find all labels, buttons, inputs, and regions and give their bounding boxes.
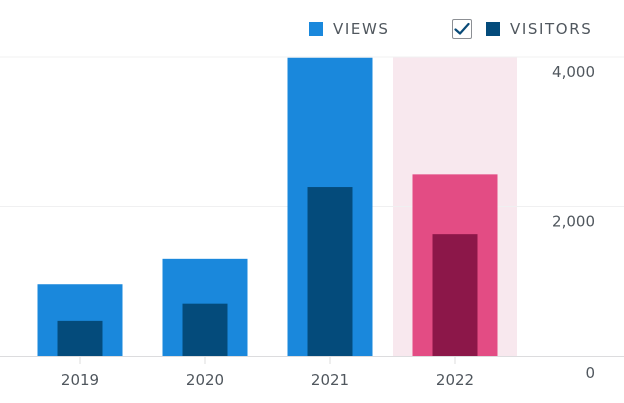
x-tick-label-2019: 2019 [61, 371, 99, 389]
views-swatch [309, 22, 323, 36]
visitors-toggle-checkbox[interactable] [452, 19, 472, 39]
visitors-swatch [486, 22, 500, 36]
legend-label-visitors: VISITORS [510, 20, 593, 38]
bar-visitors-2021 [307, 187, 353, 356]
y-tick-label-0: 0 [585, 364, 595, 382]
x-tick-label-2020: 2020 [186, 371, 224, 389]
bar-visitors-2022 [432, 234, 478, 356]
y-tick-label-4000: 4,000 [552, 63, 595, 81]
x-tick-label-2022: 2022 [436, 371, 474, 389]
bar-visitors-2019 [57, 320, 103, 356]
legend-item-views: VIEWS [309, 14, 390, 44]
bar-visitors-2020 [182, 303, 228, 356]
legend-item-visitors[interactable]: VISITORS [452, 14, 592, 44]
checkmark-icon [454, 22, 470, 35]
x-tick-label-2021: 2021 [311, 371, 349, 389]
legend-label-views: VIEWS [333, 20, 390, 38]
chart-legend: VIEWS VISITORS [0, 14, 624, 44]
y-tick-label-2000: 2,000 [552, 213, 595, 231]
